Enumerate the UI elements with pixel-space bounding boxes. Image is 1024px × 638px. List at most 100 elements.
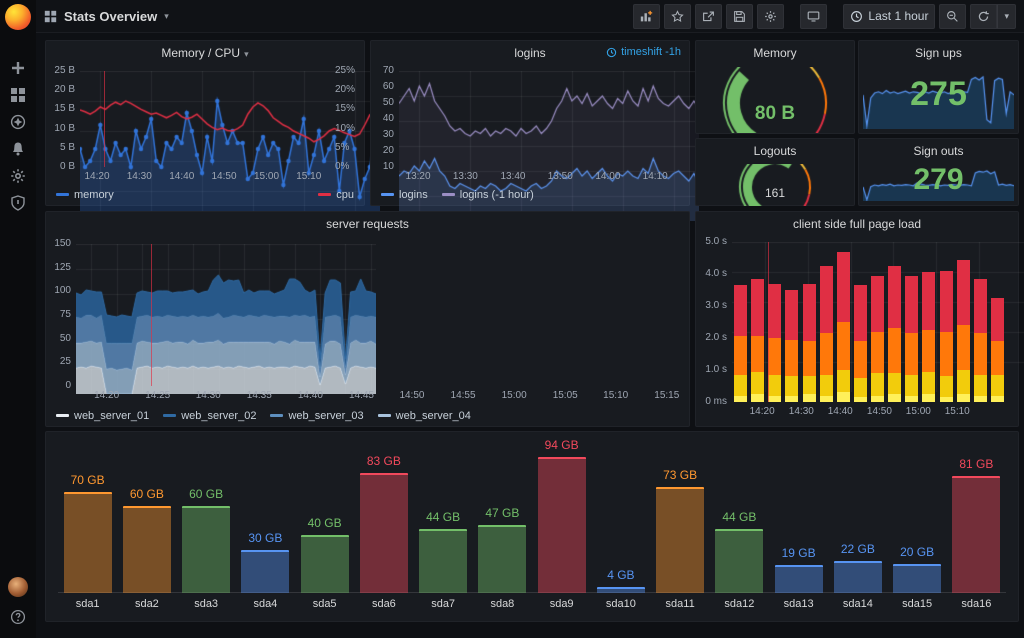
page-load-bar-segment[interactable] xyxy=(836,322,850,370)
time-range-picker[interactable]: Last 1 hour xyxy=(843,3,936,29)
panel-title-page-load[interactable]: client side full page load xyxy=(792,217,922,231)
page-load-bar-segment[interactable] xyxy=(905,275,919,334)
disk-bar-sda8[interactable] xyxy=(478,524,527,593)
breadcrumb[interactable]: Stats Overview ▾ xyxy=(44,9,169,24)
page-load-bar-segment[interactable] xyxy=(939,331,953,377)
panel-title-server-requests[interactable]: server requests xyxy=(326,217,409,231)
page-load-bar-segment[interactable] xyxy=(888,328,902,374)
save-dashboard-button[interactable] xyxy=(726,3,754,29)
page-load-bar-segment[interactable] xyxy=(990,341,1004,375)
memory-cpu-plot[interactable] xyxy=(80,71,380,221)
legend-item-logins-1-hour-[interactable]: logins (-1 hour) xyxy=(441,187,534,202)
disk-bar-sda14[interactable] xyxy=(833,561,882,593)
page-load-bar-segment[interactable] xyxy=(836,251,850,322)
disk-usage-plot[interactable]: 70 GB 60 GB 60 GB 30 GB 40 GB 83 GB 44 GB 47 GB… xyxy=(58,438,1006,593)
page-load-bar-segment[interactable] xyxy=(939,376,953,398)
disk-bar-sda1[interactable] xyxy=(63,491,112,593)
share-dashboard-button[interactable] xyxy=(695,3,723,29)
page-load-bar-segment[interactable] xyxy=(734,336,748,375)
refresh-button[interactable] xyxy=(970,3,998,29)
page-load-bar-segment[interactable] xyxy=(751,394,765,402)
disk-bar-sda16[interactable] xyxy=(952,475,1001,593)
page-load-bar-segment[interactable] xyxy=(751,278,765,337)
panel-title-memory-gauge[interactable]: Memory xyxy=(753,46,797,60)
page-load-bar-segment[interactable] xyxy=(785,395,799,402)
page-load-bar-segment[interactable] xyxy=(905,333,919,375)
zoom-out-time-button[interactable] xyxy=(939,3,967,29)
alerting-menu-item[interactable] xyxy=(5,135,31,162)
configuration-menu-item[interactable] xyxy=(5,162,31,189)
explore-menu-item[interactable] xyxy=(5,108,31,135)
page-load-bar-segment[interactable] xyxy=(922,272,936,330)
disk-bar-sda3[interactable] xyxy=(182,506,231,593)
page-load-bar-segment[interactable] xyxy=(922,330,936,372)
dashboards-menu-item[interactable] xyxy=(5,81,31,108)
disk-bar-sda6[interactable] xyxy=(359,472,408,593)
page-load-bar-segment[interactable] xyxy=(836,370,850,393)
page-load-bar-segment[interactable] xyxy=(888,266,902,329)
page-load-bar-segment[interactable] xyxy=(819,333,833,375)
page-load-bar-segment[interactable] xyxy=(888,394,902,402)
page-load-bar-segment[interactable] xyxy=(785,376,799,396)
user-avatar[interactable] xyxy=(8,577,28,597)
server-requests-plot[interactable] xyxy=(76,244,677,394)
page-load-bar-segment[interactable] xyxy=(768,338,782,375)
page-load-bar-segment[interactable] xyxy=(785,290,799,340)
page-load-bar-segment[interactable] xyxy=(956,370,970,394)
page-load-bar-segment[interactable] xyxy=(768,283,782,338)
page-load-bar-segment[interactable] xyxy=(871,395,885,402)
legend-item-web-server-04[interactable]: web_server_04 xyxy=(377,408,471,423)
legend-item-logins[interactable]: logins xyxy=(381,187,428,202)
page-load-bar-segment[interactable] xyxy=(871,373,885,396)
refresh-interval-dropdown[interactable]: ▾ xyxy=(997,3,1016,29)
page-load-bar-segment[interactable] xyxy=(734,395,748,402)
page-load-bar-segment[interactable] xyxy=(956,394,970,402)
page-load-bar-segment[interactable] xyxy=(973,278,987,334)
panel-title-sign-outs[interactable]: Sign outs xyxy=(913,144,964,158)
add-panel-button[interactable] xyxy=(633,3,661,29)
disk-bar-sda15[interactable] xyxy=(893,564,942,593)
disk-bar-sda10[interactable] xyxy=(596,587,645,593)
page-load-bar-segment[interactable] xyxy=(768,395,782,402)
page-load-bar-segment[interactable] xyxy=(905,395,919,402)
page-load-bar-segment[interactable] xyxy=(802,394,816,402)
page-load-bar-segment[interactable] xyxy=(819,374,833,396)
page-load-bar-segment[interactable] xyxy=(734,374,748,396)
page-load-bar-segment[interactable] xyxy=(956,325,970,370)
create-menu-item[interactable] xyxy=(5,54,31,81)
page-load-bar-segment[interactable] xyxy=(939,270,953,332)
page-load-bar-segment[interactable] xyxy=(734,285,748,337)
page-load-bar-segment[interactable] xyxy=(905,374,919,396)
timeshift-badge[interactable]: timeshift -1h xyxy=(606,46,681,58)
page-load-bar-segment[interactable] xyxy=(802,283,816,342)
legend-item-web-server-02[interactable]: web_server_02 xyxy=(163,408,256,423)
page-load-bar-segment[interactable] xyxy=(853,378,867,398)
panel-title-logins[interactable]: logins xyxy=(514,46,546,60)
page-load-bar-segment[interactable] xyxy=(973,395,987,402)
page-load-bar-segment[interactable] xyxy=(802,376,816,394)
page-load-bar-segment[interactable] xyxy=(973,374,987,396)
legend-item-cpu[interactable]: cpu xyxy=(318,187,354,202)
page-load-bar-segment[interactable] xyxy=(871,331,885,374)
panel-title-sign-ups[interactable]: Sign ups xyxy=(915,46,962,60)
legend-item-memory[interactable]: memory xyxy=(56,187,114,202)
star-dashboard-button[interactable] xyxy=(664,3,692,29)
page-load-bar-segment[interactable] xyxy=(990,395,1004,402)
page-load-plot[interactable] xyxy=(732,242,1024,402)
legend-item-web-server-01[interactable]: web_server_01 xyxy=(56,408,149,423)
cycle-view-mode-button[interactable] xyxy=(800,3,828,29)
server-admin-menu-item[interactable] xyxy=(5,189,31,216)
page-load-bar-segment[interactable] xyxy=(836,392,850,402)
logins-plot[interactable] xyxy=(399,71,699,221)
page-load-bar-segment[interactable] xyxy=(819,395,833,402)
page-load-bar-segment[interactable] xyxy=(785,339,799,377)
page-load-bar-segment[interactable] xyxy=(853,397,867,402)
page-load-bar-segment[interactable] xyxy=(751,336,765,372)
disk-bar-sda12[interactable] xyxy=(715,529,764,593)
grafana-logo[interactable] xyxy=(5,4,31,30)
page-load-bar-segment[interactable] xyxy=(990,374,1004,396)
page-load-bar-segment[interactable] xyxy=(768,374,782,396)
page-load-bar-segment[interactable] xyxy=(853,341,867,378)
page-load-bar-segment[interactable] xyxy=(956,259,970,326)
help-menu-item[interactable] xyxy=(5,603,31,630)
